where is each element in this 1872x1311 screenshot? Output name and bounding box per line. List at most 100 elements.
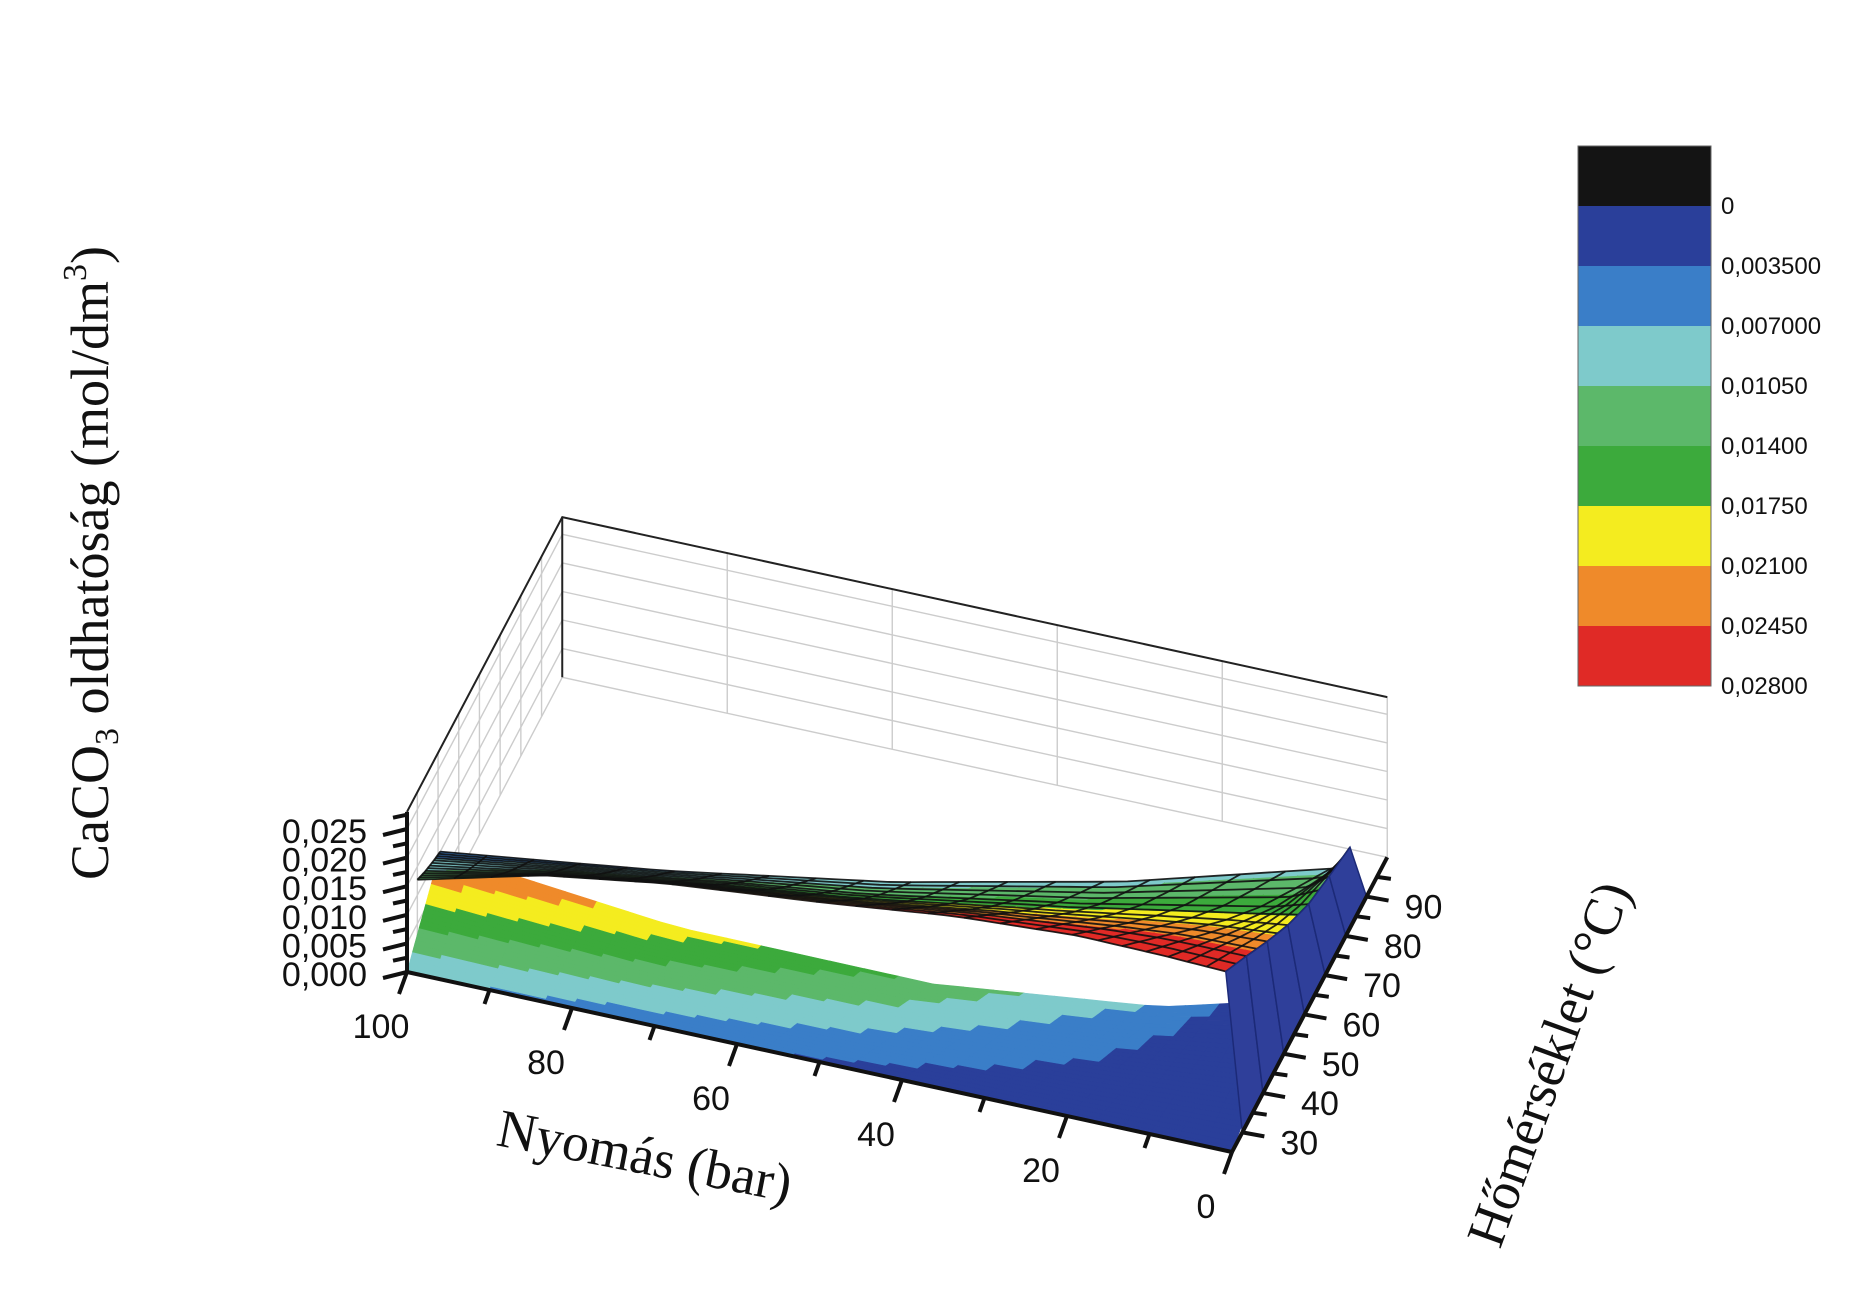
y-tick-label: 60 (1342, 1006, 1380, 1044)
surface-mesh-line (436, 855, 1330, 894)
surface-mesh-line (438, 852, 1341, 888)
colorbar-label: 0,02100 (1721, 553, 1808, 580)
y-tick (1304, 1012, 1327, 1021)
floor-cell (1199, 1024, 1223, 1030)
z-minor-tick (392, 841, 408, 849)
x-minor-tick (812, 1061, 822, 1077)
y-tick (1241, 1130, 1265, 1139)
z-tick-label: 0,010 (282, 899, 367, 937)
x-tick (727, 1043, 739, 1067)
z-tick (382, 970, 408, 980)
colorbar-label: 0,02800 (1721, 673, 1808, 700)
colorbar-label: 0,02450 (1721, 613, 1808, 640)
floor-cell (1209, 1011, 1232, 1017)
x-tick-label: 0 (1197, 1188, 1216, 1226)
right-back-wall (562, 517, 1388, 858)
z-tick (382, 884, 408, 895)
colorbar-swatch (1578, 566, 1711, 626)
floor-cell (1202, 1020, 1226, 1026)
z-tick-label: 0,025 (282, 813, 367, 851)
z-tick-label: 0,005 (282, 927, 367, 965)
colorbar-label: 0,003500 (1721, 253, 1821, 280)
colorbar: 0 0,003500 0,007000 0,01050 0,01400 0,01750 0,… (1577, 145, 1821, 700)
z-tick-label: 0,020 (282, 842, 367, 880)
y-minor-tick (1355, 914, 1371, 921)
x-tick-label: 60 (692, 1080, 730, 1118)
colorbar-label: 0,01750 (1721, 493, 1808, 520)
colorbar-swatch (1578, 626, 1711, 686)
y-minor-tick (1314, 992, 1330, 999)
colorbar-swatch (1578, 506, 1711, 566)
floor-cell (1183, 1019, 1208, 1025)
colorbar-label: 0,01400 (1721, 433, 1808, 460)
surface-mesh-line (431, 862, 1299, 916)
floor-cell (1187, 1015, 1211, 1021)
y-tick (1324, 973, 1348, 982)
z-tick (382, 941, 408, 952)
z-tick (382, 855, 408, 866)
y-axis-line (1230, 856, 1390, 1153)
x-tick-label: 20 (1022, 1152, 1060, 1190)
y-tick-label: 70 (1363, 967, 1401, 1005)
z-axis-title: CaCO3 oldhatóság (mol/dm3) (57, 246, 126, 880)
colorbar-frame (1577, 145, 1712, 687)
y-tick-label: 90 (1405, 889, 1443, 927)
colorbar-swatch (1578, 266, 1711, 326)
colorbar-label: 0,01050 (1721, 373, 1808, 400)
floor-cell (1206, 1015, 1229, 1021)
x-axis-title: Nyomás (bar) (493, 1098, 797, 1214)
x-tick-label: 100 (353, 1008, 410, 1046)
colorbar-swatch (1578, 326, 1711, 386)
y-minor-tick (1252, 1110, 1267, 1117)
x-tick (1222, 1151, 1234, 1175)
x-tick (562, 1007, 574, 1031)
x-tick (1057, 1115, 1069, 1139)
x-tick (892, 1079, 904, 1103)
x-tick (397, 971, 409, 995)
y-tick-label: 80 (1384, 928, 1422, 966)
colorbar-swatch (1578, 386, 1711, 446)
colorbar-label: 0 (1721, 193, 1734, 220)
surface-mesh-line (433, 859, 1309, 908)
colorbar-swatch (1578, 146, 1711, 206)
y-tick-label: 40 (1301, 1085, 1339, 1123)
solubility-surface (416, 845, 1368, 1135)
z-minor-tick (392, 869, 408, 877)
z-minor-tick (392, 812, 408, 820)
z-minor-tick (392, 955, 408, 963)
y-tick-label: 50 (1322, 1046, 1360, 1084)
y-axis-title: Hőmérséklet (°C) (1455, 874, 1642, 1254)
x-tick-label: 40 (857, 1116, 895, 1154)
surface-mesh-line (435, 857, 1320, 900)
y-tick (1262, 1091, 1286, 1100)
x-minor-tick (977, 1097, 987, 1113)
x-minor-tick (482, 989, 492, 1005)
z-tick-label: 0,015 (282, 870, 367, 908)
y-tick-label: 30 (1280, 1124, 1318, 1162)
y-tick (1366, 894, 1389, 903)
surface-mesh-line (425, 870, 1268, 943)
x-minor-tick (647, 1025, 657, 1041)
y-minor-tick (1376, 874, 1392, 881)
y-minor-tick (1293, 1032, 1309, 1039)
z-tick (382, 912, 408, 923)
colorbar-swatch (1578, 446, 1711, 506)
y-minor-tick (1335, 953, 1350, 960)
z-tick-label: 0,000 (282, 956, 367, 994)
surface-mesh-line (427, 867, 1278, 935)
y-tick (1345, 933, 1369, 942)
surface-mesh-line (429, 864, 1288, 926)
colorbar-swatch (1578, 206, 1711, 266)
x-tick-label: 80 (527, 1044, 565, 1082)
z-tick (382, 827, 408, 837)
floor-cell (1196, 1028, 1220, 1034)
colorbar-label: 0,007000 (1721, 313, 1821, 340)
x-minor-tick (1142, 1133, 1152, 1149)
z-minor-tick (392, 927, 408, 935)
y-tick (1283, 1051, 1307, 1060)
y-minor-tick (1273, 1071, 1288, 1078)
floor-cell (1180, 1023, 1204, 1030)
z-minor-tick (392, 898, 408, 906)
